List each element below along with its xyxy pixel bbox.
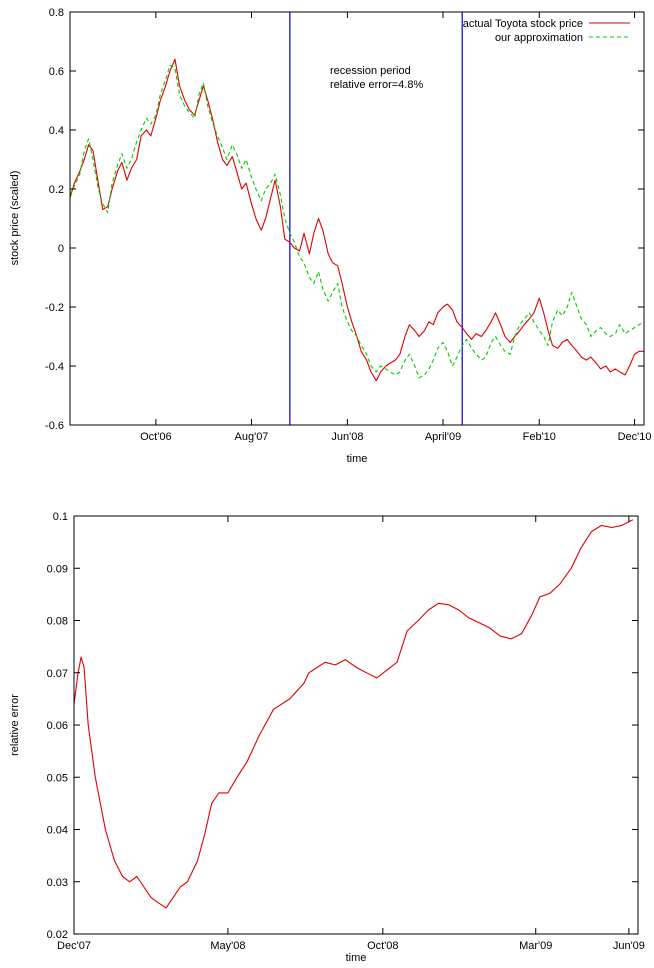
chart2-x-axis-label: time (346, 952, 367, 964)
stock-price-chart: -0.6 -0.4 -0.2 0 0.2 0.4 0.6 0.8 Oct'06 Aug'07 Ju… (9, 7, 652, 465)
recession-annotation-line2: relative error=4.8% (330, 79, 423, 91)
chart1-xtick-label: Oct'06 (140, 431, 171, 443)
legend-label-actual: actual Toyota stock price (463, 18, 583, 30)
chart1-frame (69, 11, 645, 426)
relative-error-chart: 0.02 0.03 0.04 0.05 0.06 0.07 0.08 0.09 0.1 Dec'… (9, 511, 645, 964)
chart1-xtick-label: Feb'10 (523, 431, 556, 443)
chart2-ytick-label: 0.08 (47, 616, 68, 628)
legend: actual Toyota stock price our approximat… (463, 18, 630, 44)
chart1-xtick-label: Jun'08 (331, 431, 363, 443)
chart2-y-axis-label: relative error (9, 694, 21, 756)
chart2-y-ticks: 0.02 0.03 0.04 0.05 0.06 0.07 0.08 0.09 0.1 (47, 511, 638, 941)
chart2-ytick-label: 0.06 (47, 720, 68, 732)
chart1-xtick-label: April'09 (425, 431, 461, 443)
chart1-ytick-label: -0.4 (45, 361, 64, 373)
chart2-ytick-label: 0.02 (47, 929, 68, 941)
chart1-y-ticks: -0.6 -0.4 -0.2 0 0.2 0.4 0.6 0.8 (45, 7, 644, 432)
chart2-ytick-label: 0.07 (47, 668, 68, 680)
chart2-xtick-label: Oct'08 (367, 940, 398, 952)
chart2-ytick-label: 0.03 (47, 877, 68, 889)
chart1-ytick-label: 0.2 (49, 184, 64, 196)
chart1-x-ticks: Oct'06 Aug'07 Jun'08 April'09 Feb'10 Dec'10 (140, 12, 652, 443)
chart1-ytick-label: -0.2 (45, 302, 64, 314)
chart1-ytick-label: -0.6 (45, 420, 64, 432)
chart2-xtick-label: May'08 (210, 940, 245, 952)
approximation-line (69, 64, 645, 379)
chart2-xtick-label: Jun'09 (613, 940, 645, 952)
chart2-ytick-label: 0.1 (53, 511, 68, 523)
chart1-xtick-label: Dec'10 (618, 431, 652, 443)
chart2-plot-area (73, 519, 634, 909)
relative-error-line (73, 519, 634, 909)
chart2-ytick-label: 0.04 (47, 825, 68, 837)
chart1-y-axis-label: stock price (scaled) (9, 171, 21, 266)
chart2-frame (73, 515, 639, 935)
chart1-ytick-label: 0 (58, 243, 64, 255)
recession-annotation-line1: recession period (330, 65, 411, 77)
chart1-x-axis-label: time (347, 453, 368, 465)
chart2-ytick-label: 0.09 (47, 563, 68, 575)
chart1-ytick-label: 0.4 (49, 125, 64, 137)
chart1-ytick-label: 0.8 (49, 7, 64, 19)
chart1-xtick-label: Aug'07 (235, 431, 269, 443)
chart2-ytick-label: 0.05 (47, 772, 68, 784)
chart2-xtick-label: Mar'09 (519, 940, 552, 952)
chart2-xtick-label: Dec'07 (57, 940, 91, 952)
legend-label-approximation: our approximation (495, 32, 583, 44)
chart2-x-ticks: Dec'07 May'08 Oct'08 Mar'09 Jun'09 (57, 516, 645, 952)
chart1-plot-area (69, 12, 645, 425)
actual-price-line (69, 58, 644, 382)
chart1-ytick-label: 0.6 (49, 66, 64, 78)
